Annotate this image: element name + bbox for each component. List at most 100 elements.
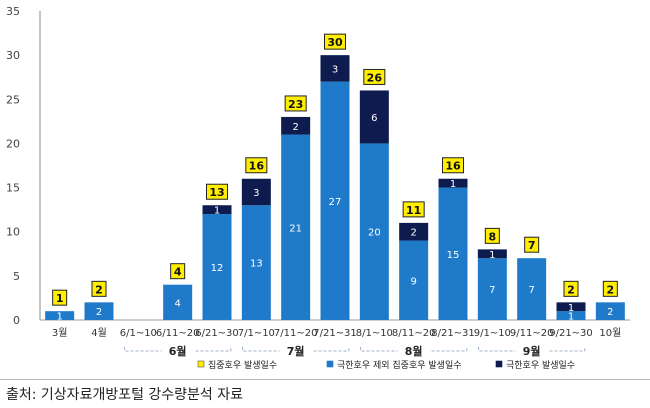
total-label: 4 [174,266,182,279]
total-label: 16 [445,160,461,173]
total-label: 11 [406,204,421,217]
total-label: 26 [367,71,383,84]
bar-segment-extreme [477,249,507,259]
group-label-bg [161,345,194,357]
bar-value-label: 1 [568,312,574,323]
bar-segment-extreme [438,178,468,188]
bar-segment-base [163,284,193,320]
total-label-box [206,183,228,200]
total-label-box [324,33,346,50]
bar-value-label: 3 [253,188,259,199]
bar-segment-base [202,214,232,320]
x-tick-label: 3월 [52,327,68,339]
bar-value-label: 1 [450,179,456,190]
bar-segment-base [595,302,625,320]
total-label-box [363,68,386,85]
source-divider [0,379,650,380]
bar-value-label: 12 [211,263,224,274]
total-label: 1 [56,292,64,305]
y-tick-label: 30 [6,49,20,62]
x-tick-label: 7/21~31 [313,328,357,339]
bar-segment-base [45,311,75,320]
bar-segment-extreme [359,90,389,144]
bar-value-label: 4 [174,298,180,309]
bar-value-label: 27 [329,197,342,208]
total-label-box [284,95,307,112]
y-tick-label: 0 [13,314,20,327]
x-tick-label: 8/11~20 [392,328,436,339]
bar-value-label: 2 [607,307,613,318]
total-label-box [602,280,618,297]
bar-value-label: 15 [447,250,460,261]
group-label-bg [515,345,548,357]
total-label: 13 [209,186,224,199]
bar-segment-base [477,258,507,320]
y-tick-label: 5 [13,270,20,283]
bar-segment-base [517,258,547,320]
legend-label: 극한호우 발생일수 [506,360,575,371]
legend-swatch [326,360,334,368]
legend-label: 극한호우 제외 집중호우 발생일수 [337,359,462,371]
y-tick-label: 35 [6,5,20,18]
bar-value-label: 3 [332,64,338,75]
total-label: 16 [249,160,265,173]
y-tick-label: 15 [6,182,20,195]
bar-segment-base [241,205,271,320]
total-label: 2 [607,283,615,296]
x-tick-label: 8/1~10 [356,328,393,339]
y-tick-label: 25 [6,93,20,106]
group-label: 9월 [523,344,541,358]
total-label-box [524,236,540,253]
bar-segment-base [320,81,350,320]
total-label-box [91,280,107,297]
bar-segment-base [359,143,389,320]
total-label-box [52,289,68,306]
bar-value-label: 1 [489,250,495,261]
total-label: 7 [528,239,536,252]
x-tick-label: 9/1~10 [474,328,511,339]
legend-swatch [495,360,503,368]
total-label: 30 [327,36,343,49]
group-label: 7월 [287,344,305,358]
x-tick-label: 10월 [599,327,621,339]
total-label: 23 [288,98,303,111]
group-label: 8월 [405,344,423,358]
bar-value-label: 13 [250,259,263,270]
bar-segment-base [399,240,429,320]
bar-segment-base [438,187,468,320]
x-tick-label: 9/11~20 [510,328,554,339]
bar-segment-extreme [202,205,232,215]
y-tick-label: 10 [6,226,20,239]
bar-value-label: 2 [410,228,416,239]
bar-value-label: 2 [96,307,102,318]
bar-segment-extreme [320,55,350,82]
bar-segment-extreme [556,302,586,312]
bar-segment-extreme [281,116,311,135]
bar-segment-base [556,311,586,320]
x-tick-label: 8/21~31 [431,328,475,339]
bar-value-label: 7 [528,285,534,296]
bar-value-label: 1 [568,303,574,314]
legend-swatch [197,360,205,368]
x-tick-label: 4월 [91,327,107,339]
bar-value-label: 21 [289,223,302,234]
bar-value-label: 7 [489,285,495,296]
x-tick-label: 6/21~30 [195,328,239,339]
bar-segment-extreme [241,178,271,206]
total-label-box [170,263,186,280]
total-label-box [563,280,579,297]
bar-value-label: 9 [410,276,416,287]
bar-value-label: 6 [371,113,377,124]
bar-value-label: 20 [368,228,381,239]
total-label-box [484,227,500,244]
bar-segment-extreme [399,222,429,241]
x-tick-label: 7/11~20 [274,328,318,339]
total-label: 2 [567,283,575,296]
x-tick-label: 7/1~10 [238,328,275,339]
group-label: 6월 [169,344,187,358]
x-tick-label: 6/1~10 [120,328,157,339]
bar-segment-base [84,302,114,320]
total-label-box [402,201,425,218]
total-label: 2 [95,283,103,296]
